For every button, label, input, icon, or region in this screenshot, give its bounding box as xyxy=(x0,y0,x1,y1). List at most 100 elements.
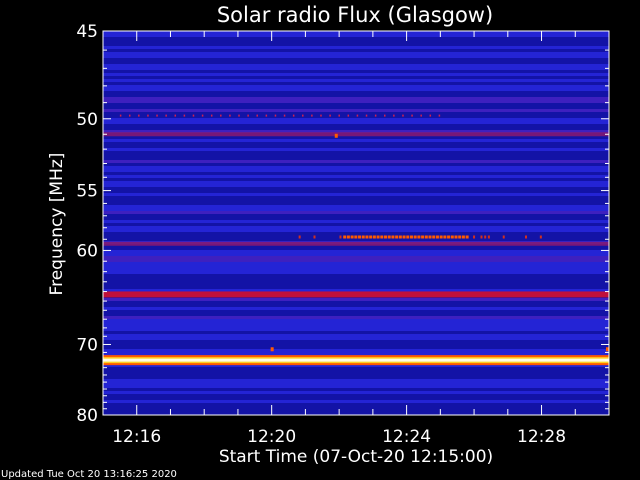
burst-dot xyxy=(428,235,432,239)
burst-dot xyxy=(338,114,340,117)
burst-dot xyxy=(358,235,362,239)
noise-stripe xyxy=(103,175,609,178)
noise-stripe xyxy=(103,52,609,55)
noise-stripe xyxy=(103,271,609,274)
burst-dot xyxy=(320,114,322,117)
plot-frame xyxy=(102,30,610,416)
chart-title: Solar radio Flux (Glasgow) xyxy=(217,3,493,27)
burst-dot xyxy=(302,114,304,117)
noise-stripe xyxy=(103,397,609,400)
burst-dot xyxy=(411,114,413,117)
burst-dot xyxy=(365,235,369,239)
noise-stripe xyxy=(103,208,609,211)
noise-stripe xyxy=(103,193,609,196)
burst-dot xyxy=(539,235,542,239)
noise-stripe xyxy=(103,379,609,382)
noise-stripe xyxy=(103,49,609,52)
noise-stripe xyxy=(103,217,609,220)
noise-stripe xyxy=(103,136,609,139)
burst-dot xyxy=(447,235,451,239)
burst-dot xyxy=(265,114,268,117)
y-tick-label: 50 xyxy=(76,110,98,130)
noise-stripe xyxy=(103,31,609,34)
noise-stripe xyxy=(103,157,609,160)
noise-stripe xyxy=(103,367,609,370)
noise-stripe xyxy=(103,115,609,118)
noise-stripe xyxy=(103,220,609,223)
burst-dot xyxy=(487,235,490,239)
noise-stripe xyxy=(103,196,609,199)
noise-stripe xyxy=(103,85,609,88)
noise-stripe xyxy=(103,274,609,277)
noise-stripe xyxy=(103,88,609,91)
noise-stripe xyxy=(103,256,609,259)
burst-dot xyxy=(311,114,313,117)
burst-dot xyxy=(354,235,358,239)
burst-dot xyxy=(298,235,301,239)
burst-dot xyxy=(443,235,447,239)
noise-stripe xyxy=(103,283,609,286)
noise-stripe xyxy=(103,346,609,349)
burst-dot xyxy=(413,235,417,239)
noise-stripe xyxy=(103,310,609,313)
noise-stripe xyxy=(103,124,609,127)
band-high xyxy=(103,291,609,298)
noise-stripe xyxy=(103,160,609,163)
x-tick-label: 12:20 xyxy=(247,427,296,447)
burst-dot xyxy=(334,133,338,138)
noise-stripe xyxy=(103,253,609,256)
noise-stripe xyxy=(103,322,609,325)
x-tick-label: 12:28 xyxy=(517,427,566,447)
noise-stripe xyxy=(103,94,609,97)
noise-stripe xyxy=(103,304,609,307)
noise-stripe xyxy=(103,166,609,169)
noise-stripe xyxy=(103,286,609,289)
noise-stripe xyxy=(103,40,609,43)
noise-stripe xyxy=(103,364,609,367)
burst-dot xyxy=(174,114,177,117)
noise-stripe xyxy=(103,190,609,193)
noise-stripe xyxy=(103,337,609,340)
noise-stripe xyxy=(103,223,609,226)
burst-dot xyxy=(156,114,158,117)
band-medium xyxy=(103,241,609,246)
burst-dot xyxy=(283,114,286,117)
noise-stripe xyxy=(103,406,609,409)
burst-dot xyxy=(454,235,458,239)
burst-dot xyxy=(380,235,384,239)
noise-stripe xyxy=(103,103,609,106)
burst-dot xyxy=(465,235,469,239)
burst-dot xyxy=(432,235,436,239)
noise-stripes xyxy=(103,31,609,415)
noise-stripe xyxy=(103,232,609,235)
noise-stripe xyxy=(103,277,609,280)
noise-stripe xyxy=(103,61,609,64)
noise-stripe xyxy=(103,331,609,334)
noise-stripe xyxy=(103,202,609,205)
noise-stripe xyxy=(103,130,609,133)
noise-stripe xyxy=(103,178,609,181)
noise-stripe xyxy=(103,148,609,151)
noise-stripe xyxy=(103,313,609,316)
noise-stripe xyxy=(103,112,609,115)
burst-dot xyxy=(439,235,443,239)
noise-stripe xyxy=(103,67,609,70)
noise-stripe xyxy=(103,259,609,262)
burst-dot xyxy=(361,235,365,239)
burst-dot xyxy=(329,114,331,117)
noise-stripe xyxy=(103,97,609,100)
burst-dot xyxy=(350,235,354,239)
burst-dot xyxy=(376,235,380,239)
burst-dot xyxy=(274,114,277,117)
noise-stripe xyxy=(103,229,609,232)
noise-stripe xyxy=(103,55,609,58)
noise-stripe xyxy=(103,400,609,403)
noise-stripe xyxy=(103,151,609,154)
noise-stripe xyxy=(103,409,609,412)
y-tick-label: 60 xyxy=(76,241,98,261)
noise-stripe xyxy=(103,391,609,394)
burst-dot xyxy=(458,235,462,239)
burst-dot xyxy=(387,235,391,239)
burst-dot xyxy=(192,114,195,117)
noise-stripe xyxy=(103,127,609,130)
